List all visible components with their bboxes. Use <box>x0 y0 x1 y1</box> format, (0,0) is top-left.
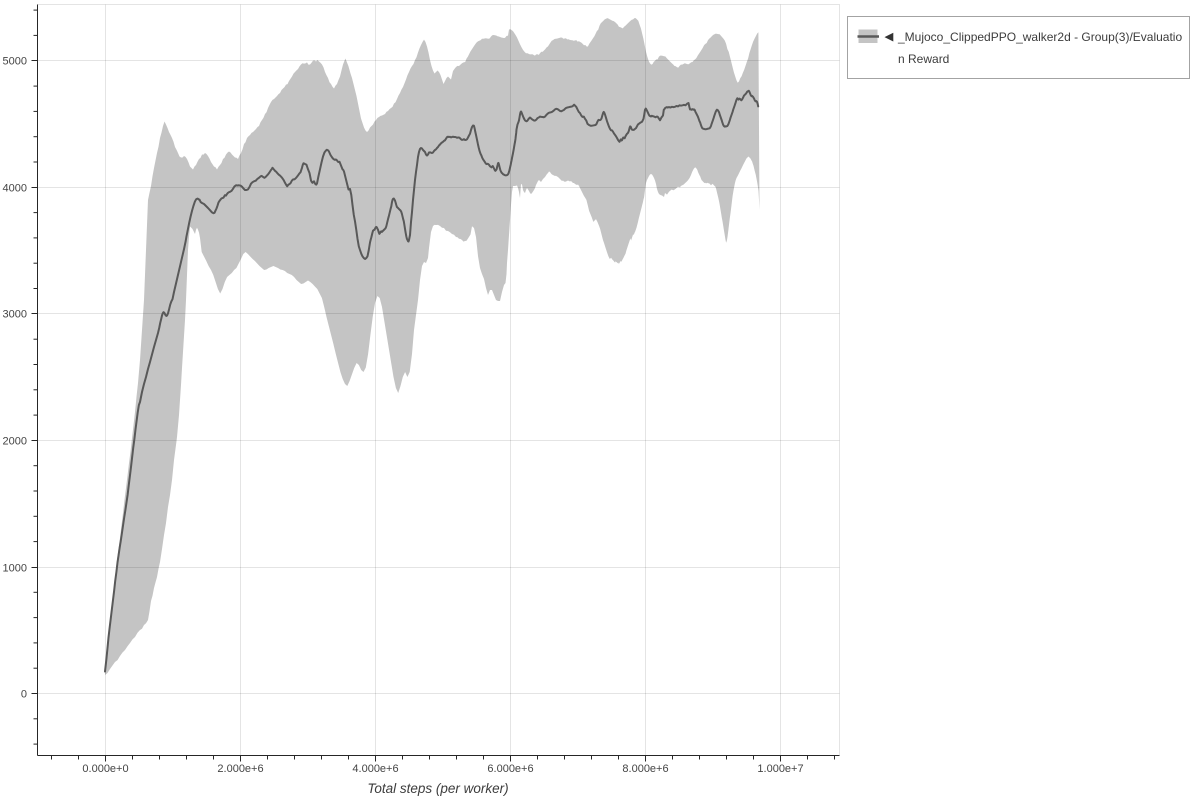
svg-text:2.000e+6: 2.000e+6 <box>217 763 263 775</box>
svg-text:1.000e+7: 1.000e+7 <box>757 763 803 775</box>
svg-text:1000: 1000 <box>3 563 27 575</box>
svg-text:4.000e+6: 4.000e+6 <box>352 763 398 775</box>
svg-text:8.000e+6: 8.000e+6 <box>622 763 668 775</box>
svg-text:0.000e+0: 0.000e+0 <box>82 763 128 775</box>
svg-text:5000: 5000 <box>3 56 27 68</box>
svg-text:2000: 2000 <box>3 436 27 448</box>
svg-text:6.000e+6: 6.000e+6 <box>487 763 533 775</box>
svg-text:4000: 4000 <box>3 183 27 195</box>
svg-text:Total steps (per worker): Total steps (per worker) <box>367 781 508 796</box>
svg-text:3000: 3000 <box>3 309 27 321</box>
svg-text:0: 0 <box>21 689 27 701</box>
